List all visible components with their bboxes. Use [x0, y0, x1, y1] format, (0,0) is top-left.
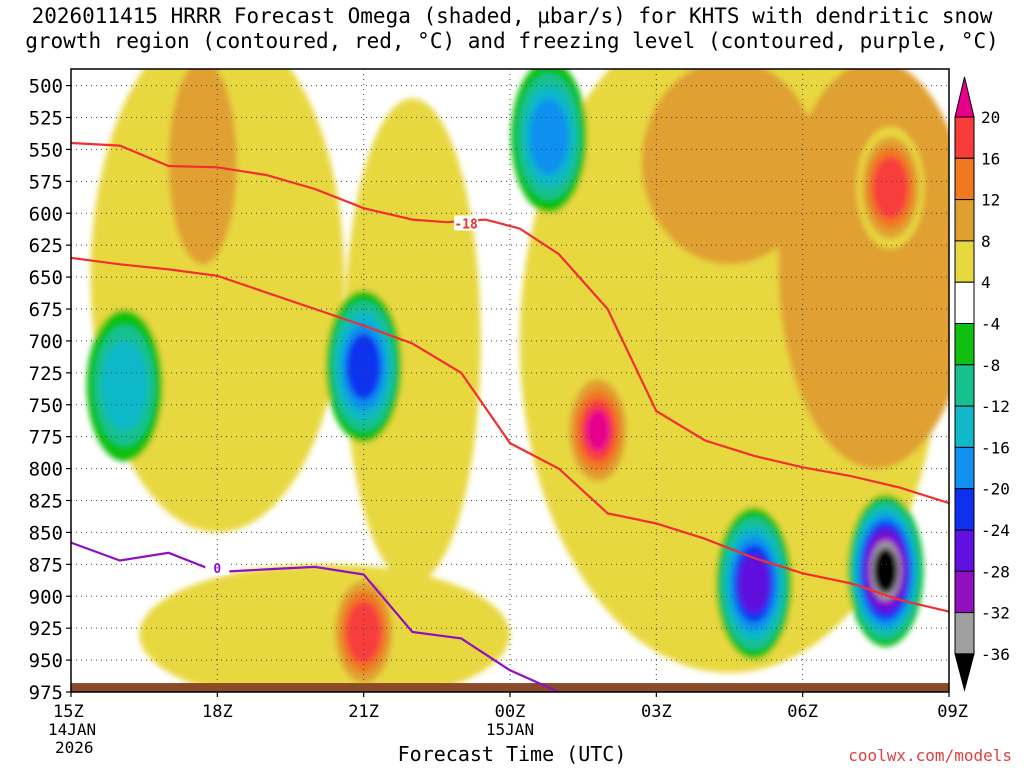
colorbar-band [954, 529, 975, 572]
x-tick-label: 06Z [787, 702, 818, 722]
y-tick-label: 700 [29, 331, 63, 353]
colorbar-tick-label: -20 [981, 480, 1010, 499]
omega-feature [109, 356, 140, 415]
x-tick-label: 03Z [641, 702, 672, 722]
x-tick-label: 18Z [202, 702, 233, 722]
colorbar-band [954, 240, 975, 283]
colorbar-tick-label: 4 [981, 273, 991, 292]
y-tick-label: 950 [29, 650, 63, 672]
contour-label: -18 [454, 217, 478, 232]
colorbar-tick-label: -24 [981, 521, 1010, 540]
colorbar-band [954, 570, 975, 614]
omega-feature [351, 610, 376, 653]
colorbar-band [954, 446, 975, 490]
colorbar-tick-label: 20 [981, 108, 1000, 127]
y-tick-label: 625 [29, 235, 63, 257]
chart-title-line-1: 2026011415 HRRR Forecast Omega (shaded, … [31, 4, 993, 28]
colorbar-tick-label: -28 [981, 562, 1010, 581]
freezing-level-contour [71, 541, 560, 692]
colorbar-tick-label: -4 [981, 315, 1000, 334]
colorbar-band [954, 323, 975, 366]
colorbar-tick-label: 16 [981, 149, 1000, 168]
y-tick-label: 550 [29, 139, 63, 161]
colorbar-tick-label: -32 [981, 604, 1010, 623]
x-tick-label: 21Z [348, 702, 379, 722]
colorbar-tick-label: -8 [981, 356, 1000, 375]
y-tick-label: 500 [29, 76, 63, 98]
colorbar: 20 16 12 8 4 -4 -8 -12 -16 -20 -24 -28 -32 -36 [954, 76, 1010, 692]
colorbar-band [954, 405, 975, 448]
omega-region [168, 69, 237, 265]
omega-shading [71, 69, 949, 692]
omega-region [344, 98, 481, 584]
colorbar-tick-label: -16 [981, 438, 1010, 457]
contour-label-bg [454, 215, 479, 231]
y-tick-label: 725 [29, 363, 63, 385]
contour-label-bg [205, 560, 230, 576]
colorbar-band [954, 116, 975, 159]
y-tick-label: 850 [29, 522, 63, 544]
colorbar-tick-label: 12 [981, 191, 1000, 210]
y-tick-label: 750 [29, 395, 63, 417]
x-tick-date: 15JAN [486, 720, 534, 739]
colorbar-tick-label: 8 [981, 232, 991, 251]
omega-feature [743, 563, 765, 604]
x-tick-year: 2026 [55, 738, 94, 757]
colorbar-tick-label: -36 [981, 645, 1010, 664]
omega-feature [585, 409, 610, 452]
ground-terrain [71, 683, 949, 692]
y-tick-label: 900 [29, 586, 63, 608]
colorbar-band [954, 488, 975, 531]
y-tick-label: 975 [29, 682, 63, 704]
x-tick-label: 00Z [495, 702, 526, 722]
y-tick-label: 525 [29, 108, 63, 130]
chart-title-line-2: growth region (contoured, red, °C) and f… [25, 29, 999, 53]
omega-feature [876, 554, 895, 587]
y-tick-label: 800 [29, 459, 63, 481]
omega-feature [535, 111, 563, 162]
x-tick-label: 09Z [937, 702, 968, 722]
colorbar-band [954, 199, 975, 242]
x-axis-label: Forecast Time (UTC) [397, 742, 627, 766]
colorbar-bottom-arrow [954, 653, 975, 692]
y-axis: 500 525 550 575 600 625 650 675 700 725 750 775 800 8… [29, 76, 71, 704]
dendritic-contour [71, 141, 949, 505]
y-tick-label: 600 [29, 203, 63, 225]
contour-label: 0 [213, 562, 221, 577]
y-tick-label: 675 [29, 299, 63, 321]
colorbar-band [954, 157, 975, 201]
colorbar-band [954, 281, 975, 325]
y-tick-label: 775 [29, 427, 63, 449]
x-tick-label: 15Z [53, 702, 84, 722]
dendritic-contour [71, 256, 949, 613]
y-tick-label: 575 [29, 171, 63, 193]
colorbar-top-arrow [954, 76, 975, 118]
contour-lines: -18 0 [71, 141, 949, 692]
colorbar-band [954, 612, 975, 655]
omega-feature [351, 344, 376, 389]
source-credit: coolwx.com/models [848, 746, 1012, 765]
x-tick-date: 14JAN [48, 720, 96, 739]
omega-region [641, 69, 818, 265]
colorbar-tick-label: -12 [981, 397, 1010, 416]
y-tick-label: 925 [29, 618, 63, 640]
omega-feature [878, 166, 903, 209]
y-tick-label: 875 [29, 554, 63, 576]
y-tick-label: 650 [29, 267, 63, 289]
colorbar-band [954, 364, 975, 407]
y-tick-label: 825 [29, 491, 63, 513]
